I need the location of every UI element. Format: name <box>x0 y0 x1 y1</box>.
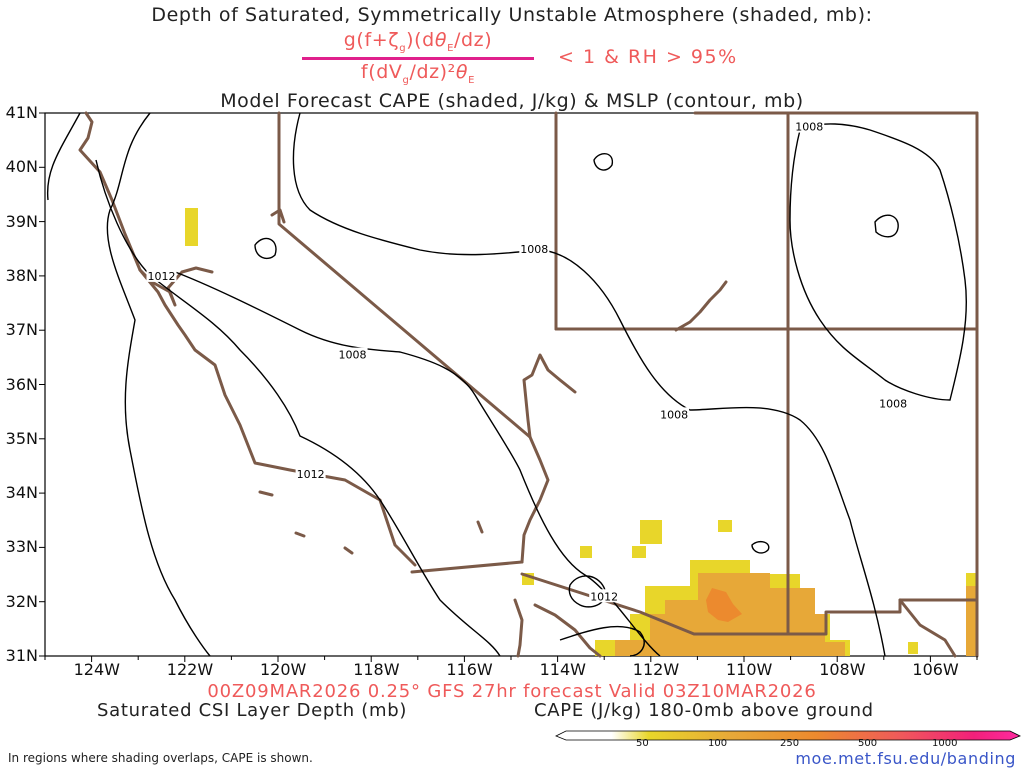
contour-label: 1012 <box>590 590 618 603</box>
lat-label: 32N <box>5 591 38 611</box>
mslp-small-loop <box>751 540 770 554</box>
map-frame <box>44 112 978 657</box>
formula-denominator: f(dVg/dz)²θE <box>360 61 476 86</box>
cape-region-250 <box>706 588 742 622</box>
lat-label: 39N <box>5 211 38 231</box>
lon-label: 114W <box>539 660 586 679</box>
lat-label: 41N <box>5 103 38 122</box>
title-line-1: Depth of Saturated, Symmetrically Unstab… <box>151 4 873 26</box>
rio-grande <box>898 598 957 658</box>
lon-label: 124W <box>73 660 120 679</box>
cape-cell <box>966 573 977 586</box>
mslp-contour-1008-east <box>789 123 968 401</box>
colorado-river <box>522 353 577 439</box>
cape-cell <box>632 546 646 558</box>
channel-island <box>258 490 274 497</box>
lon-label: 110W <box>726 660 773 679</box>
formula-condition: < 1 & RH > 95% <box>558 46 738 68</box>
lat-label: 36N <box>5 374 38 394</box>
lake-tahoe <box>270 208 286 224</box>
lat-label: 35N <box>5 428 38 448</box>
lat-label: 38N <box>5 265 38 285</box>
gulf-coast <box>533 603 602 658</box>
lon-label: 112W <box>632 660 680 679</box>
contour-label: 1008 <box>795 121 823 134</box>
source-url[interactable]: moe.met.fsu.edu/banding <box>795 749 1016 768</box>
lat-label: 31N <box>5 646 38 665</box>
formula-numerator: g(f+ζg)(dθE/dz) <box>343 29 493 54</box>
formula-fraction-bar <box>302 57 534 60</box>
overlap-note: In regions where shading overlaps, CAPE … <box>8 751 313 765</box>
cape-label: CAPE (J/kg) 180-0mb above ground <box>534 700 874 721</box>
contour-label-bg <box>589 589 620 603</box>
colorbar-tick-label: 100 <box>708 738 728 749</box>
mexico-border-ca <box>410 560 524 574</box>
contour-label-bg <box>519 241 550 255</box>
cape-cell <box>718 520 732 532</box>
contour-label-bg <box>659 407 690 421</box>
nm-bootheel <box>786 598 979 636</box>
csi-label: Saturated CSI Layer Depth (mb) <box>97 700 408 721</box>
channel-island <box>343 546 354 555</box>
lon-label: 120W <box>260 660 307 679</box>
contour-label: 1012 <box>297 468 325 481</box>
baja-coast <box>513 598 524 658</box>
sf-bay <box>138 266 214 307</box>
lon-label: 106W <box>912 660 959 679</box>
cape-cell <box>640 520 662 544</box>
channel-island <box>294 531 306 538</box>
lake-powell <box>674 280 728 332</box>
cape-cell-ca <box>185 208 198 246</box>
contour-label: 1008 <box>660 408 688 421</box>
salton <box>476 520 484 534</box>
contour-label-bg <box>146 268 177 282</box>
contour-label-bg <box>878 396 909 410</box>
lon-label: 118W <box>353 660 400 679</box>
contour-label: 1012 <box>148 270 176 283</box>
valid-time: 00Z09MAR2026 0.25° GFS 27hr forecast Val… <box>207 681 817 702</box>
contour-label: 1008 <box>520 243 548 256</box>
lat-label: 37N <box>5 320 38 340</box>
cape-cell <box>966 573 977 656</box>
mslp-contour-sw <box>559 625 645 657</box>
lon-label: 122W <box>166 660 214 679</box>
colorbar-tick-label: 1000 <box>932 738 958 749</box>
lat-label: 33N <box>5 537 38 557</box>
cape-cell <box>908 642 918 654</box>
tick-marks <box>39 112 978 662</box>
lat-label: 34N <box>5 483 38 503</box>
contour-label: 1008 <box>879 398 907 411</box>
mslp-closed-small <box>593 153 614 171</box>
mslp-closed-az <box>568 575 606 608</box>
lon-label: 116W <box>446 660 493 679</box>
mexico-border-az <box>520 572 790 636</box>
lon-label: 108W <box>819 660 866 679</box>
colorbar-tick-label: 50 <box>636 738 649 749</box>
cape-cell <box>580 546 592 558</box>
mslp-contours <box>46 112 968 657</box>
mslp-closed-low <box>874 214 899 238</box>
contour-label-bg <box>794 119 825 133</box>
az-southern-river <box>520 435 550 564</box>
mslp-contour-1008-west <box>169 269 661 657</box>
colorbar-tick-label: 250 <box>780 738 800 749</box>
ca-nv-border <box>277 111 532 439</box>
contour-label-bg <box>337 347 368 361</box>
contour-labels: 1008 1008 1012 1008 1008 1008 1012 1012 <box>146 119 909 603</box>
title-line-3: Model Forecast CAPE (shaded, J/kg) & MSL… <box>220 90 804 112</box>
geographic-borders <box>78 111 979 658</box>
colorbar-tick-label: 500 <box>858 738 878 749</box>
mslp-closed-small <box>254 237 277 260</box>
mslp-contour-1008-mid <box>292 112 886 657</box>
contour-label: 1008 <box>339 349 367 362</box>
mslp-contour-coast <box>46 112 211 657</box>
lat-label: 40N <box>5 157 38 177</box>
contour-label-bg <box>295 467 326 481</box>
